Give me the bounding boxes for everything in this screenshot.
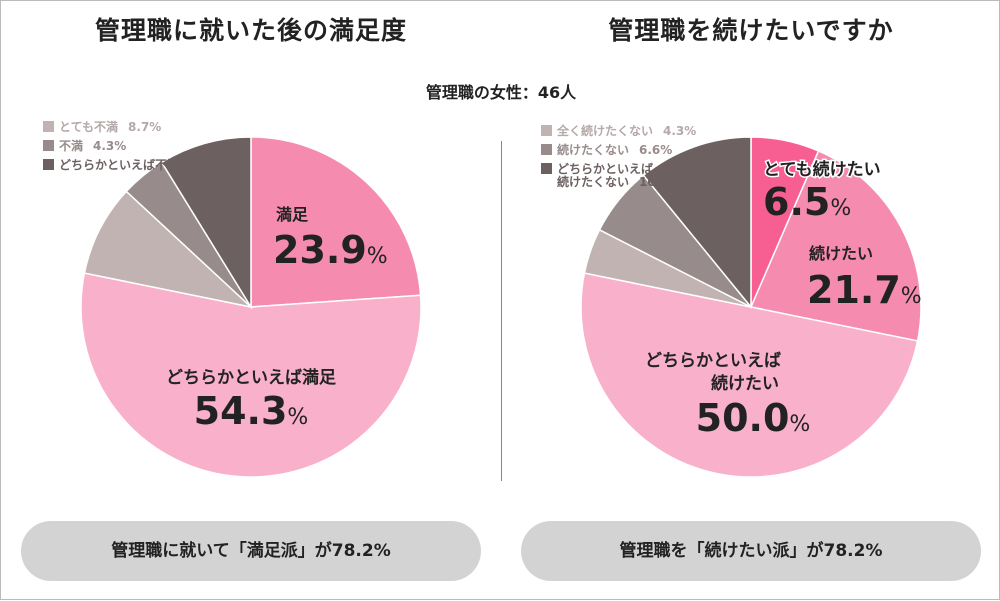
legend-item: どちらかといえば 続けたくない 10.9%: [541, 163, 696, 189]
pie1-label-1: 続けたい: [809, 244, 873, 263]
pie1-label-0: とても続けたい: [763, 159, 881, 180]
legend-swatch: [541, 163, 552, 174]
pie0-slice-1: [80, 272, 422, 478]
left-chart-title: 管理職に就いた後の満足度: [21, 9, 481, 61]
legend-item: 続けたくない 6.6%: [541, 144, 696, 157]
legend-label: どちらかといえば 続けたくない 10.9%: [557, 162, 681, 189]
legend-swatch: [541, 125, 552, 136]
pie0-label-1: どちらかといえば満足: [166, 367, 336, 388]
pie1-label-2a: どちらかといえば: [645, 351, 781, 371]
legend-label: 不満 4.3%: [59, 139, 127, 153]
legend-label: 続けたくない 6.6%: [557, 143, 673, 157]
pie0-value-1: 54.3%: [194, 389, 309, 433]
divider: [501, 141, 502, 481]
right-summary-pill: 管理職を「続けたい派」が78.2%: [521, 521, 981, 581]
legend-item: どちらかといえば不満 8.8%: [43, 159, 222, 172]
subtitle: 管理職の女性：46人: [425, 83, 577, 102]
pie0-label-0: 満足: [276, 205, 309, 224]
legend-swatch: [541, 144, 552, 155]
legend-item: とても不満 8.7%: [43, 121, 222, 134]
legend-swatch: [43, 121, 54, 132]
pie1-value-1: 21.7%: [807, 268, 922, 312]
pie1-slice-2: [580, 272, 919, 478]
pie0-slice-0: [250, 136, 422, 308]
legend-item: 不満 4.3%: [43, 140, 222, 153]
right-legend: 全く続けたくない 4.3% 続けたくない 6.6% どちらかといえば 続けたくない 10…: [541, 125, 696, 195]
legend-label: とても不満 8.7%: [59, 120, 162, 134]
pie1-slice-1: [749, 149, 922, 342]
pie0-value-0: 23.9%: [273, 228, 388, 272]
right-chart-title: 管理職を続けたいですか: [521, 9, 981, 61]
pie1-value-2: 50.0%: [696, 396, 811, 440]
left-legend: とても不満 8.7% 不満 4.3% どちらかといえば不満 8.8%: [43, 121, 222, 178]
legend-item: 全く続けたくない 4.3%: [541, 125, 696, 138]
legend-label: 全く続けたくない 4.3%: [557, 124, 697, 138]
left-summary-pill: 管理職に就いて「満足派」が78.2%: [21, 521, 481, 581]
legend-swatch: [43, 159, 54, 170]
legend-label: どちらかといえば不満 8.8%: [59, 158, 223, 172]
pie0-slice-4: [160, 136, 252, 310]
legend-swatch: [43, 140, 54, 151]
pie1-value-0: 6.5%: [763, 180, 851, 224]
pie0-slice-2: [83, 190, 254, 309]
pie1-slice-5: [642, 136, 752, 310]
pie1-label-2b: 続けたい: [711, 373, 779, 394]
